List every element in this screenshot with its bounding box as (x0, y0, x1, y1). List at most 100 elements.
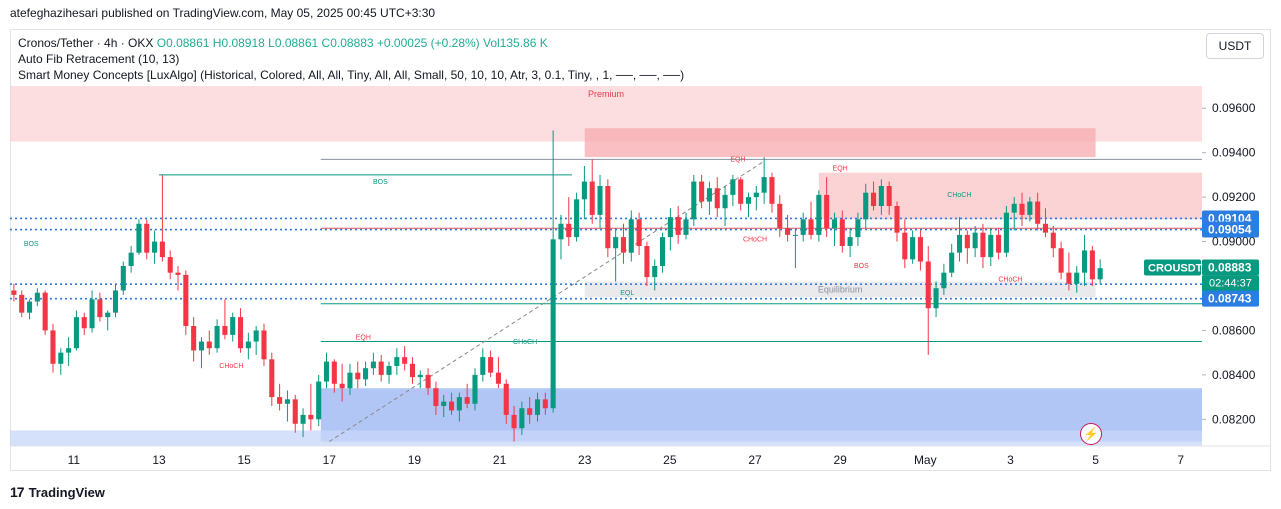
candle-body (339, 383, 345, 389)
candle-body (534, 399, 541, 415)
candle-body (269, 359, 275, 398)
tradingview-footer[interactable]: 17 TradingView (10, 484, 105, 500)
candle-body (89, 299, 95, 329)
candle-body (1074, 272, 1080, 284)
zone-equilibrium (584, 281, 1096, 298)
candle-body (902, 232, 908, 260)
smc-label-choch: CHoCH (513, 339, 537, 346)
candle-body (652, 266, 658, 278)
candle-body (808, 219, 814, 235)
zone-ob-upper (818, 172, 1202, 220)
indicator-fib[interactable]: Auto Fib Retracement (10, 13) (18, 52, 180, 66)
x-tick-label: 19 (408, 453, 422, 467)
x-tick-label: 7 (1177, 453, 1184, 467)
candle-body (433, 388, 439, 406)
zone-premium-box (584, 128, 1096, 158)
candle-body (1058, 248, 1064, 273)
candle-body (1066, 272, 1072, 284)
candle-body (566, 223, 572, 238)
candle-body (183, 274, 189, 326)
candle-body (1011, 203, 1017, 213)
candle-body (73, 317, 79, 349)
candle-body (370, 361, 376, 369)
smc-label-choch: CHoCH (219, 363, 243, 370)
candle-body (667, 217, 673, 238)
candle-body (761, 177, 767, 193)
lightning-icon[interactable]: ⚡ (1080, 423, 1102, 445)
candle-body (871, 192, 877, 206)
candle-body (660, 237, 666, 266)
candle-body (495, 372, 501, 384)
candle-body (753, 192, 759, 198)
candle-body (988, 234, 994, 258)
candle-body (316, 381, 322, 420)
candle-body (550, 239, 556, 409)
candle-body (417, 374, 423, 378)
candle-body (1082, 250, 1088, 273)
smc-label-bos: BOS (854, 263, 869, 270)
candle-body (120, 266, 126, 291)
candle-body (152, 241, 158, 253)
candle-body (1035, 201, 1041, 224)
candle-body (284, 399, 290, 404)
price-label-box (1202, 259, 1259, 276)
candle-body (1027, 201, 1033, 215)
candle-body (613, 237, 619, 249)
fib-trend-line (329, 161, 764, 442)
candle-body (97, 299, 103, 318)
candle-body (409, 363, 416, 378)
indicator-smc[interactable]: Smart Money Concepts [LuxAlgo] (Historic… (18, 68, 685, 82)
tradingview-logo-icon: 17 (10, 484, 25, 500)
x-tick-label: May (914, 453, 937, 467)
x-tick-label: 15 (237, 453, 251, 467)
countdown-box (1202, 275, 1259, 291)
candle-body (222, 326, 228, 335)
candle-body (933, 288, 939, 309)
candle-body (206, 341, 212, 349)
candle-body (300, 414, 306, 424)
candle-body (245, 341, 251, 349)
zone-label-premium: Premium (588, 89, 624, 99)
candle-body (628, 219, 634, 253)
x-tick-label: 25 (663, 453, 677, 467)
candle-body (449, 401, 455, 411)
candle-body (402, 357, 408, 364)
smc-label-bos: BOS (24, 241, 39, 248)
price-label: 0.08743 (1208, 292, 1252, 306)
candle-body (42, 292, 48, 331)
candle-body (355, 372, 361, 380)
candle-body (105, 312, 111, 318)
candle-body (1050, 232, 1056, 249)
y-tick-label: 0.08600 (1212, 323, 1256, 337)
candle-body (66, 348, 72, 353)
price-label-box (1202, 221, 1259, 238)
smc-label-eql: EQL (620, 290, 634, 297)
candle-body (949, 252, 955, 273)
candle-body (58, 352, 64, 364)
x-tick-label: 11 (68, 453, 81, 467)
candle-body (511, 414, 517, 429)
candle-body (542, 399, 548, 409)
candle-body (112, 290, 119, 313)
candle-body (347, 372, 353, 389)
candle-body (886, 186, 892, 206)
symbol-line[interactable]: Cronos/Tether · 4h · OKX (18, 36, 154, 50)
candle-body (519, 408, 525, 429)
candle-body (917, 237, 923, 262)
currency-button[interactable]: USDT (1206, 33, 1264, 59)
candle-body (144, 223, 150, 253)
candle-body (597, 186, 603, 215)
candle-body (941, 272, 947, 289)
x-tick-label: 23 (578, 453, 592, 467)
candle-body (816, 194, 822, 235)
candle-body (237, 317, 244, 349)
candle-body (136, 223, 142, 253)
candle-body (11, 290, 17, 295)
smc-label-choch: CHoCH (947, 192, 971, 199)
candle-body (159, 241, 165, 258)
candle-body (331, 361, 337, 384)
price-label: 0.09054 (1208, 223, 1252, 237)
candle-body (855, 219, 861, 238)
candle-body (34, 292, 40, 302)
